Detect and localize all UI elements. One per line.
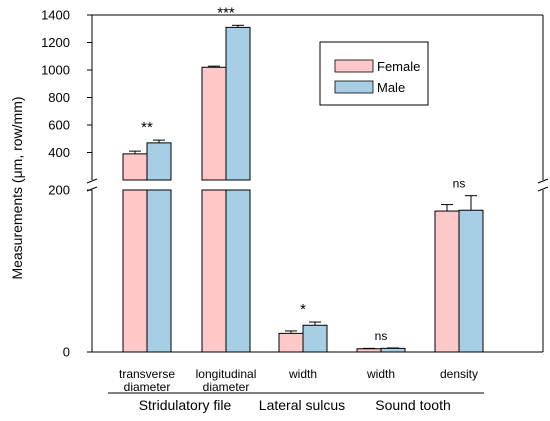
- y-tick-labels: 1400 1200 1000 800 600 400 200 0: [41, 8, 70, 360]
- bars: [122, 24, 484, 353]
- x-tick-label: width: [288, 367, 317, 381]
- y-tick-label: 1200: [41, 35, 70, 50]
- bar-male: [458, 209, 484, 353]
- y-tick-label: 0: [63, 345, 70, 360]
- bar-female-lower: [201, 189, 227, 353]
- y-tick-label: 800: [48, 90, 70, 105]
- bar-female: [356, 348, 382, 353]
- legend: Female Male: [319, 41, 429, 106]
- x-tick-label: diameter: [203, 380, 250, 394]
- legend-swatch-female: [334, 59, 374, 73]
- bar-female-lower: [122, 189, 148, 353]
- group-label: Stridulatory file: [139, 397, 232, 413]
- y-tick-label: 1400: [41, 8, 70, 23]
- group-label: Lateral sulcus: [259, 397, 345, 413]
- bar-male: [225, 26, 251, 181]
- x-tick-labels: transversediameterlongitudinaldiameterwi…: [119, 367, 478, 394]
- significance-label: ns: [375, 329, 388, 343]
- group-label: Sound tooth: [375, 397, 451, 413]
- significance-label: ns: [453, 177, 466, 191]
- bar-male-lower: [225, 189, 251, 353]
- x-tick-label: density: [440, 367, 478, 381]
- bar-female: [201, 66, 227, 181]
- y-axis-label: Measurements (μm, row/mm): [9, 96, 25, 279]
- bar-male-lower: [146, 189, 172, 353]
- axis-break-mark: [537, 186, 549, 192]
- y-tick-label: 600: [48, 118, 70, 133]
- x-tick-label: diameter: [124, 380, 171, 394]
- y-tick-label: 1000: [41, 63, 70, 78]
- x-tick-label: width: [366, 367, 395, 381]
- x-tick-label: longitudinal: [196, 367, 257, 381]
- bar-female: [434, 210, 460, 353]
- bar-male: [302, 324, 328, 353]
- bar-male: [146, 142, 172, 181]
- legend-swatch-male: [334, 80, 374, 94]
- group-labels: Stridulatory file Lateral sulcus Sound too…: [108, 392, 484, 413]
- x-tick-label: transverse: [119, 367, 175, 381]
- y-tick-label: 200: [48, 183, 70, 198]
- axis-break-mark: [537, 178, 549, 184]
- legend-box: [319, 41, 429, 106]
- significance-label: ***: [217, 4, 235, 21]
- bar-female: [122, 153, 148, 181]
- significance-label: *: [300, 301, 306, 318]
- axis-break-mark: [86, 178, 98, 184]
- bar-female: [278, 332, 304, 353]
- significance-label: **: [141, 119, 153, 136]
- legend-label-male: Male: [377, 80, 405, 95]
- legend-label-female: Female: [377, 59, 420, 74]
- bar-male: [380, 347, 406, 353]
- y-tick-label: 400: [48, 145, 70, 160]
